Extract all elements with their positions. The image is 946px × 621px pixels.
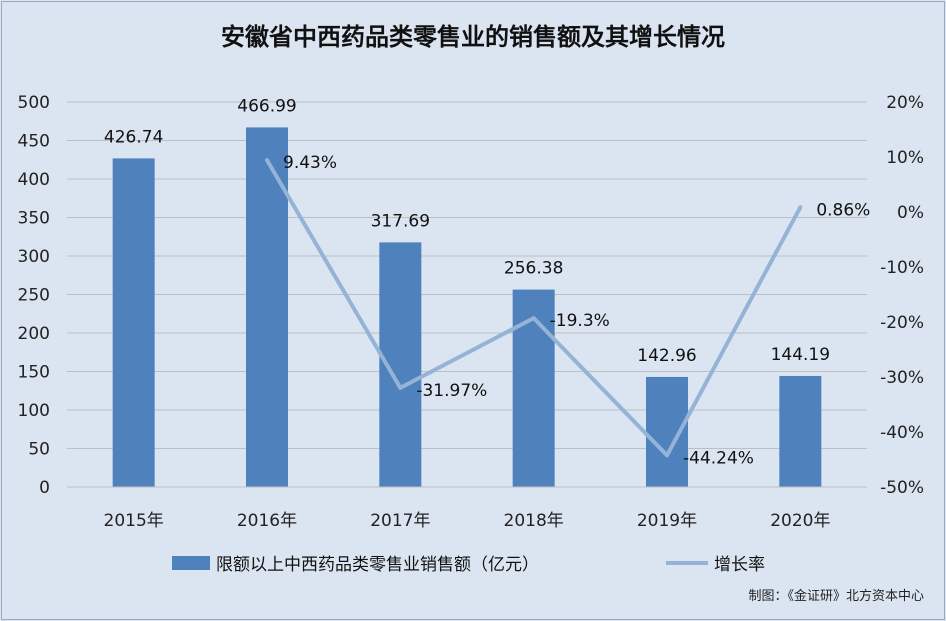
x-tick-label: 2020年 bbox=[770, 511, 830, 531]
line-value-label: -31.97% bbox=[416, 381, 487, 401]
right-y-tick-label: -40% bbox=[880, 423, 924, 443]
bar bbox=[779, 375, 822, 487]
left-y-tick-label: 250 bbox=[18, 286, 50, 306]
line-point bbox=[798, 205, 803, 210]
left-y-tick-label: 150 bbox=[18, 363, 50, 383]
legend-label-line: 增长率 bbox=[714, 555, 765, 575]
x-tick-label: 2019年 bbox=[637, 511, 697, 531]
line-point bbox=[665, 453, 669, 458]
bar-value-label: 144.19 bbox=[771, 345, 830, 365]
left-y-tick-label: 50 bbox=[28, 440, 50, 460]
left-y-tick-label: 350 bbox=[18, 209, 50, 229]
line-point bbox=[531, 316, 536, 321]
line-value-label: 9.43% bbox=[283, 153, 337, 173]
x-tick-label: 2018年 bbox=[504, 511, 564, 531]
left-y-tick-label: 0 bbox=[39, 478, 50, 498]
source-note: 制图：《金证研》北方资本中心 bbox=[748, 588, 924, 604]
left-y-tick-label: 500 bbox=[18, 93, 50, 113]
left-y-axis: 0 50 100 150 200 250 300 350 400 450 500 bbox=[18, 93, 50, 498]
line-point bbox=[265, 158, 269, 163]
left-y-tick-label: 450 bbox=[18, 132, 50, 152]
left-y-tick-label: 300 bbox=[18, 247, 50, 267]
bar bbox=[112, 158, 155, 487]
line-value-label: -19.3% bbox=[550, 311, 610, 331]
right-y-tick-label: 0% bbox=[897, 203, 924, 223]
chart-title: 安徽省中西药品类零售业的销售额及其增长情况 bbox=[221, 23, 725, 51]
left-y-tick-label: 100 bbox=[18, 401, 50, 421]
left-y-tick-label: 200 bbox=[18, 324, 50, 344]
right-y-tick-label: -30% bbox=[880, 368, 924, 388]
legend-label-bar: 限额以上中西药品类零售业销售额（亿元） bbox=[216, 555, 539, 575]
right-y-tick-label: -20% bbox=[880, 313, 924, 333]
gridlines bbox=[67, 101, 867, 488]
right-y-tick-label: -50% bbox=[880, 478, 924, 498]
legend: 限额以上中西药品类零售业销售额（亿元） 增长率 bbox=[172, 555, 765, 575]
line-value-label: -44.24% bbox=[683, 448, 754, 468]
bar-value-label: 317.69 bbox=[371, 211, 430, 231]
x-tick-label: 2017年 bbox=[370, 511, 430, 531]
bar-value-label: 256.38 bbox=[504, 259, 563, 279]
bar bbox=[512, 289, 555, 487]
x-axis: 2015年 2016年 2017年 2018年 2019年 2020年 bbox=[67, 486, 867, 531]
growth-line-series: 9.43% -31.97% -19.3% -44.24% 0.86% bbox=[265, 153, 870, 468]
right-y-tick-label: -10% bbox=[880, 258, 924, 278]
bar-value-label: 466.99 bbox=[237, 96, 296, 116]
x-tick-label: 2015年 bbox=[104, 511, 164, 531]
x-tick-label: 2016年 bbox=[237, 511, 297, 531]
right-y-tick-label: 10% bbox=[886, 148, 924, 168]
bar-series: 426.74 466.99 317.69 256.38 142.96 144.19 bbox=[104, 96, 830, 488]
bar-value-label: 426.74 bbox=[104, 127, 163, 147]
legend-swatch-bar bbox=[172, 556, 210, 570]
line-value-label: 0.86% bbox=[816, 200, 870, 220]
right-y-tick-label: 20% bbox=[886, 93, 924, 113]
left-y-tick-label: 400 bbox=[18, 170, 50, 190]
line-point bbox=[398, 385, 403, 390]
right-y-axis: -50% -40% -30% -20% -10% 0% 10% 20% bbox=[880, 93, 924, 498]
bar-value-label: 142.96 bbox=[637, 346, 696, 366]
